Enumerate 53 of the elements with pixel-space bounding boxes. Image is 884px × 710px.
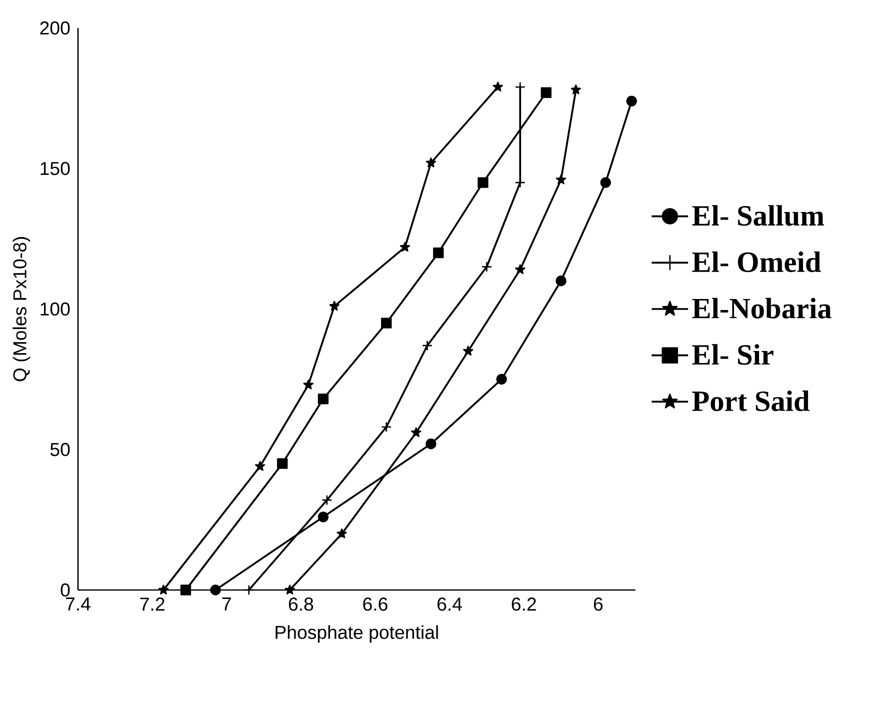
point <box>411 427 422 438</box>
legend-label: El- Sallum <box>692 205 824 226</box>
point <box>180 584 192 596</box>
point <box>463 346 474 356</box>
point <box>284 584 295 594</box>
x-tick-label: 6.6 <box>363 598 388 611</box>
point <box>244 584 254 596</box>
x-tick-label: 6 <box>594 598 603 611</box>
point <box>422 340 433 351</box>
legend-label: El- Sir <box>692 344 774 365</box>
x-tick-label: 7.2 <box>140 598 164 611</box>
point <box>478 177 488 188</box>
point <box>556 174 566 184</box>
x-tick-label: 7 <box>222 598 231 610</box>
point <box>570 84 581 94</box>
point <box>496 374 507 385</box>
point <box>303 380 314 390</box>
point <box>318 394 329 404</box>
legend-label: El-Nobaria <box>692 298 832 318</box>
point <box>318 512 329 522</box>
x-tick-label: 7.4 <box>66 598 90 610</box>
point <box>433 247 444 258</box>
x-tick-label: 6.8 <box>288 598 314 611</box>
y-tick-label: 50 <box>50 442 70 456</box>
point <box>626 96 637 106</box>
point <box>515 264 526 274</box>
point <box>322 494 332 506</box>
y-tick-label: 150 <box>40 162 70 176</box>
x-axis-title: Phosphate potential <box>276 625 438 643</box>
point <box>336 528 347 538</box>
point <box>381 318 392 328</box>
point <box>381 422 392 432</box>
x-tick-label: 6.2 <box>512 598 536 611</box>
legend-label: El- Omeid <box>692 251 821 272</box>
point <box>329 300 340 311</box>
point <box>277 458 288 469</box>
y-tick-label: 0 <box>60 583 70 597</box>
legend-label: Port Said <box>692 390 810 412</box>
point <box>210 584 221 596</box>
point <box>254 461 266 471</box>
y-tick-label: 100 <box>40 302 70 316</box>
y-axis-title: Q (Moles Px10-8) <box>12 237 30 382</box>
point <box>556 276 566 286</box>
point <box>426 158 436 168</box>
point <box>540 87 552 98</box>
point <box>492 82 503 92</box>
y-tick-label: 200 <box>40 21 70 35</box>
point <box>158 584 169 594</box>
point <box>400 242 410 252</box>
point <box>426 438 436 450</box>
x-tick-label: 6.4 <box>438 598 462 611</box>
point <box>481 262 492 272</box>
point <box>600 177 611 188</box>
